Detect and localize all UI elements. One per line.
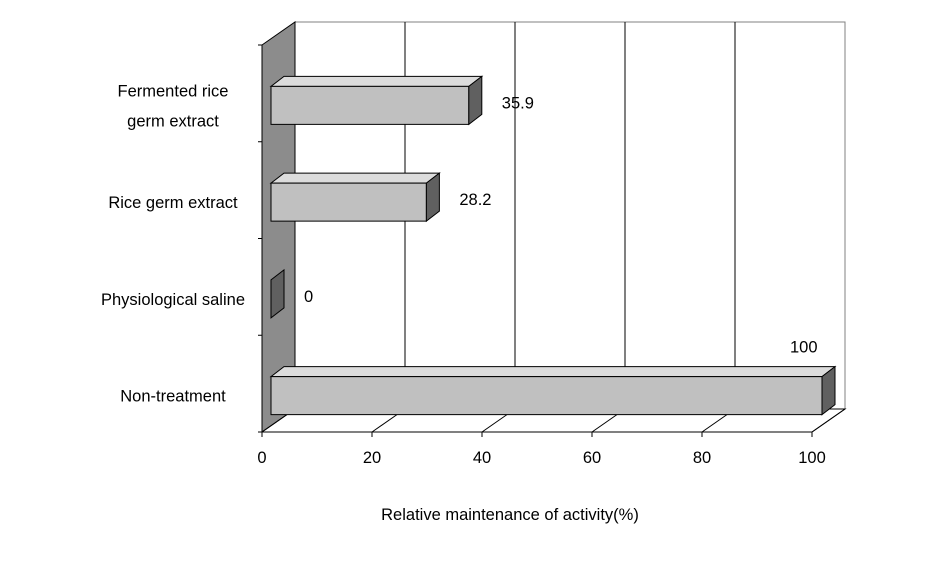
data-label: 35.9 [502, 94, 534, 112]
category-label: germ extract [127, 112, 219, 130]
data-labels: 35.9 28.2 0 100 [304, 94, 818, 356]
bar [269, 172, 441, 223]
data-label: 28.2 [459, 191, 491, 209]
category-label: Physiological saline [101, 291, 245, 309]
bar-side [270, 268, 285, 319]
tick-label: 40 [473, 449, 491, 467]
tick-labels: 0 20 40 60 80 100 [257, 449, 825, 467]
category-label: Rice germ extract [108, 194, 238, 212]
bar-face [270, 85, 470, 125]
bar [269, 365, 837, 416]
tick-label: 60 [583, 449, 601, 467]
floor-gridline [811, 408, 846, 433]
bar-top [269, 75, 484, 87]
bar-side [425, 172, 440, 223]
data-label: 100 [790, 339, 818, 357]
bar-top [269, 172, 441, 184]
category-label: Non-treatment [120, 388, 226, 406]
tick-label: 20 [363, 449, 381, 467]
bar [269, 75, 484, 126]
tick-label: 0 [257, 449, 266, 467]
category-label: Fermented rice [118, 82, 229, 100]
bar-side [468, 75, 483, 126]
bar-face [270, 182, 427, 222]
data-label: 0 [304, 288, 313, 306]
x-axis-title: Relative maintenance of activity(%) [381, 506, 639, 524]
bar-side [821, 365, 836, 416]
bars [269, 75, 837, 416]
bar [270, 268, 285, 319]
bar-face [270, 376, 823, 416]
tick-label: 80 [693, 449, 711, 467]
bar-top [269, 366, 837, 378]
tick-label: 100 [798, 449, 826, 467]
category-labels: Fermented rice germ extract Rice germ extr… [101, 82, 245, 405]
